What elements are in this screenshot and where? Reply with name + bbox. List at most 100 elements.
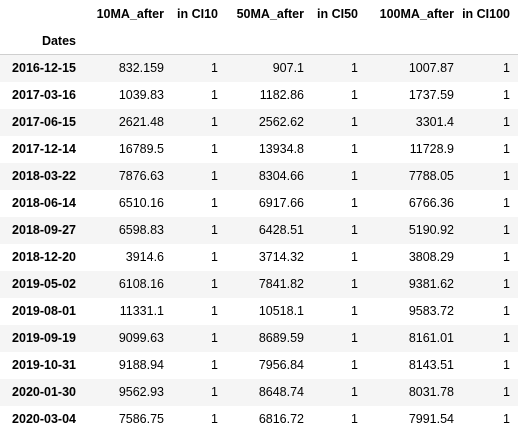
cell-100ma-after: 9381.62 bbox=[408, 277, 454, 291]
table-row: 2017-06-15 2621.48 1 2562.62 1 3301.4 1 bbox=[0, 109, 518, 136]
table-row: 2020-03-04 7586.75 1 6816.72 1 7991.54 1 bbox=[0, 406, 518, 433]
table-row: 2019-08-01 11331.1 1 10518.1 1 9583.72 1 bbox=[0, 298, 518, 325]
cell-50ma-after: 907.1 bbox=[272, 61, 304, 75]
cell-in-ci50: 1 bbox=[351, 196, 358, 210]
column-header-10ma-after: 10MA_after bbox=[96, 7, 164, 21]
column-header-50ma-after: 50MA_after bbox=[236, 7, 304, 21]
cell-in-ci100: 1 bbox=[503, 196, 510, 210]
cell-100ma-after: 6766.36 bbox=[408, 196, 454, 210]
cell-in-ci10: 1 bbox=[211, 223, 218, 237]
cell-in-ci100: 1 bbox=[503, 304, 510, 318]
cell-in-ci100: 1 bbox=[503, 223, 510, 237]
index-corner-cell bbox=[0, 0, 84, 28]
table-row: 2018-09-27 6598.83 1 6428.51 1 5190.92 1 bbox=[0, 217, 518, 244]
row-index-date: 2020-01-30 bbox=[12, 385, 76, 399]
cell-10ma-after: 9562.93 bbox=[118, 385, 164, 399]
cell-100ma-after: 7991.54 bbox=[408, 412, 454, 426]
cell-100ma-after: 9583.72 bbox=[408, 304, 454, 318]
cell-100ma-after: 11728.9 bbox=[409, 142, 454, 156]
cell-50ma-after: 2562.62 bbox=[258, 115, 304, 129]
table-row: 2017-12-14 16789.5 1 13934.8 1 11728.9 1 bbox=[0, 136, 518, 163]
cell-50ma-after: 8689.59 bbox=[258, 331, 304, 345]
cell-in-ci50: 1 bbox=[351, 277, 358, 291]
table-body: 2016-12-15 832.159 1 907.1 1 1007.87 1 2017-03-… bbox=[0, 54, 518, 433]
table-row: 2019-05-02 6108.16 1 7841.82 1 9381.62 1 bbox=[0, 271, 518, 298]
cell-50ma-after: 8648.74 bbox=[258, 385, 304, 399]
cell-50ma-after: 7956.84 bbox=[258, 358, 304, 372]
cell-in-ci10: 1 bbox=[211, 169, 218, 183]
cell-in-ci10: 1 bbox=[211, 412, 218, 426]
cell-50ma-after: 10518.1 bbox=[258, 304, 304, 318]
cell-in-ci50: 1 bbox=[351, 412, 358, 426]
cell-in-ci10: 1 bbox=[211, 196, 218, 210]
cell-10ma-after: 3914.6 bbox=[125, 250, 164, 264]
empty-header-cell bbox=[312, 28, 366, 55]
row-index-date: 2016-12-15 bbox=[12, 61, 76, 75]
cell-10ma-after: 9188.94 bbox=[118, 358, 164, 372]
cell-in-ci50: 1 bbox=[351, 115, 358, 129]
table-row: 2018-03-22 7876.63 1 8304.66 1 7788.05 1 bbox=[0, 163, 518, 190]
row-index-date: 2020-03-04 bbox=[12, 412, 76, 426]
cell-10ma-after: 7876.63 bbox=[118, 169, 164, 183]
row-index-date: 2018-03-22 bbox=[12, 169, 76, 183]
table-row: 2019-10-31 9188.94 1 7956.84 1 8143.51 1 bbox=[0, 352, 518, 379]
cell-50ma-after: 8304.66 bbox=[258, 169, 304, 183]
cell-in-ci10: 1 bbox=[211, 331, 218, 345]
cell-in-ci50: 1 bbox=[351, 169, 358, 183]
cell-in-ci10: 1 bbox=[211, 358, 218, 372]
table-row: 2019-09-19 9099.63 1 8689.59 1 8161.01 1 bbox=[0, 325, 518, 352]
cell-in-ci100: 1 bbox=[503, 277, 510, 291]
cell-100ma-after: 7788.05 bbox=[408, 169, 454, 183]
empty-header-cell bbox=[172, 28, 226, 55]
cell-in-ci50: 1 bbox=[351, 385, 358, 399]
cell-in-ci10: 1 bbox=[211, 277, 218, 291]
cell-50ma-after: 6917.66 bbox=[258, 196, 304, 210]
cell-10ma-after: 2621.48 bbox=[118, 115, 164, 129]
table-header: 10MA_after in CI10 50MA_after in CI50 10… bbox=[0, 0, 518, 55]
row-index-date: 2018-09-27 bbox=[12, 223, 76, 237]
cell-50ma-after: 6816.72 bbox=[258, 412, 304, 426]
cell-in-ci50: 1 bbox=[351, 61, 358, 75]
cell-50ma-after: 3714.32 bbox=[258, 250, 304, 264]
cell-10ma-after: 1039.83 bbox=[118, 88, 164, 102]
empty-header-cell bbox=[84, 28, 172, 55]
column-header-in-ci50: in CI50 bbox=[317, 7, 358, 21]
row-index-date: 2019-10-31 bbox=[12, 358, 76, 372]
column-header-row: 10MA_after in CI10 50MA_after in CI50 10… bbox=[0, 0, 518, 28]
cell-in-ci10: 1 bbox=[211, 250, 218, 264]
cell-in-ci100: 1 bbox=[503, 115, 510, 129]
cell-in-ci50: 1 bbox=[351, 304, 358, 318]
cell-in-ci100: 1 bbox=[503, 385, 510, 399]
cell-in-ci10: 1 bbox=[211, 385, 218, 399]
cell-in-ci100: 1 bbox=[503, 169, 510, 183]
cell-in-ci10: 1 bbox=[211, 115, 218, 129]
cell-10ma-after: 6510.16 bbox=[118, 196, 164, 210]
cell-50ma-after: 7841.82 bbox=[258, 277, 304, 291]
cell-10ma-after: 16789.5 bbox=[118, 142, 164, 156]
empty-header-cell bbox=[366, 28, 462, 55]
cell-in-ci100: 1 bbox=[503, 88, 510, 102]
cell-in-ci100: 1 bbox=[503, 358, 510, 372]
cell-in-ci10: 1 bbox=[211, 61, 218, 75]
cell-in-ci100: 1 bbox=[503, 412, 510, 426]
cell-100ma-after: 8143.51 bbox=[408, 358, 454, 372]
cell-10ma-after: 7586.75 bbox=[118, 412, 164, 426]
table-row: 2016-12-15 832.159 1 907.1 1 1007.87 1 bbox=[0, 54, 518, 82]
column-header-in-ci100: in CI100 bbox=[462, 7, 510, 21]
cell-in-ci50: 1 bbox=[351, 88, 358, 102]
cell-in-ci100: 1 bbox=[503, 250, 510, 264]
cell-in-ci100: 1 bbox=[503, 331, 510, 345]
cell-in-ci50: 1 bbox=[351, 142, 358, 156]
cell-100ma-after: 1007.87 bbox=[408, 61, 454, 75]
cell-in-ci100: 1 bbox=[503, 61, 510, 75]
row-index-date: 2017-06-15 bbox=[12, 115, 76, 129]
cell-10ma-after: 6598.83 bbox=[118, 223, 164, 237]
cell-100ma-after: 8031.78 bbox=[408, 385, 454, 399]
column-header-in-ci10: in CI10 bbox=[177, 7, 218, 21]
table-row: 2020-01-30 9562.93 1 8648.74 1 8031.78 1 bbox=[0, 379, 518, 406]
cell-100ma-after: 5190.92 bbox=[408, 223, 454, 237]
cell-50ma-after: 13934.8 bbox=[258, 142, 304, 156]
cell-in-ci50: 1 bbox=[351, 250, 358, 264]
column-header-100ma-after: 100MA_after bbox=[379, 7, 454, 21]
